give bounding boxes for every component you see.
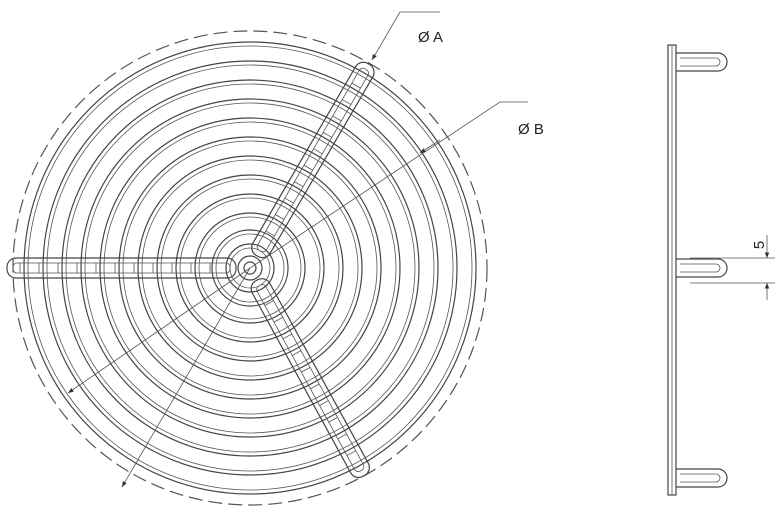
ring [61, 79, 439, 457]
hub [237, 255, 263, 281]
clip-inner [680, 57, 721, 67]
ring [42, 60, 458, 476]
clip-inner [680, 473, 721, 483]
spoke-body [250, 278, 370, 479]
ring-inner [84, 102, 416, 434]
ring [211, 229, 289, 307]
spoke-rung [319, 400, 329, 406]
spoke-rung [328, 416, 338, 423]
spoke [250, 278, 370, 479]
ring-inner [46, 64, 454, 472]
hub-hole [243, 261, 257, 275]
ring [99, 117, 401, 419]
leader-b [249, 101, 528, 269]
ring [23, 41, 477, 495]
spoke-rung [310, 383, 320, 390]
spoke-rung [337, 433, 347, 440]
spoke [251, 61, 375, 259]
ring-inner [198, 216, 302, 320]
ring-inner [215, 233, 285, 303]
spoke-rung [303, 164, 313, 171]
ring-inner [141, 159, 359, 377]
clip [676, 258, 728, 278]
ring [80, 98, 420, 438]
spoke-rung [292, 350, 302, 356]
ring [175, 193, 325, 343]
spoke-rung [322, 132, 332, 138]
dim-label: 5 [751, 241, 768, 249]
diameter-line [121, 267, 251, 488]
spoke [6, 257, 237, 279]
ring-inner [122, 140, 378, 396]
rings [23, 41, 477, 495]
leader-a-arrow [371, 11, 401, 61]
spoke-rung [332, 115, 342, 122]
spoke-rung [273, 316, 283, 323]
ring [225, 243, 275, 293]
ring [156, 174, 344, 362]
spoke-rung [265, 230, 275, 237]
side-view: 5 [667, 44, 775, 496]
clips [676, 52, 728, 488]
spoke-rung [346, 450, 356, 456]
spoke-rung [264, 300, 274, 306]
spoke-rung [342, 99, 352, 105]
ring [194, 212, 306, 324]
spoke-slot [256, 284, 365, 472]
spoke-rung [284, 197, 294, 204]
spoke-rung [351, 82, 361, 89]
spoke-body [6, 257, 237, 279]
label-b: Ø B [518, 121, 544, 138]
clip [676, 52, 728, 72]
spoke-slot [256, 67, 369, 253]
spoke-rung [294, 181, 304, 188]
spoke-rung [275, 214, 285, 220]
front-view: Ø A Ø B [6, 11, 544, 506]
ring-inner [103, 121, 397, 415]
spokes [6, 61, 375, 479]
ring-inner [179, 197, 321, 339]
ring-inner [27, 45, 473, 491]
spoke-rung [313, 148, 323, 155]
spoke-body [251, 61, 375, 259]
clip [676, 468, 728, 488]
spoke-rung [282, 333, 293, 340]
diameter-line [67, 267, 251, 394]
clip-inner [680, 263, 721, 273]
ring-inner [65, 83, 435, 453]
spoke-rung [301, 366, 311, 373]
ring [118, 136, 382, 400]
leader-b-arrow [419, 139, 441, 154]
ring [137, 155, 363, 381]
spoke-slot [12, 262, 231, 274]
ring-inner [160, 178, 340, 358]
label-a: Ø A [418, 29, 443, 46]
